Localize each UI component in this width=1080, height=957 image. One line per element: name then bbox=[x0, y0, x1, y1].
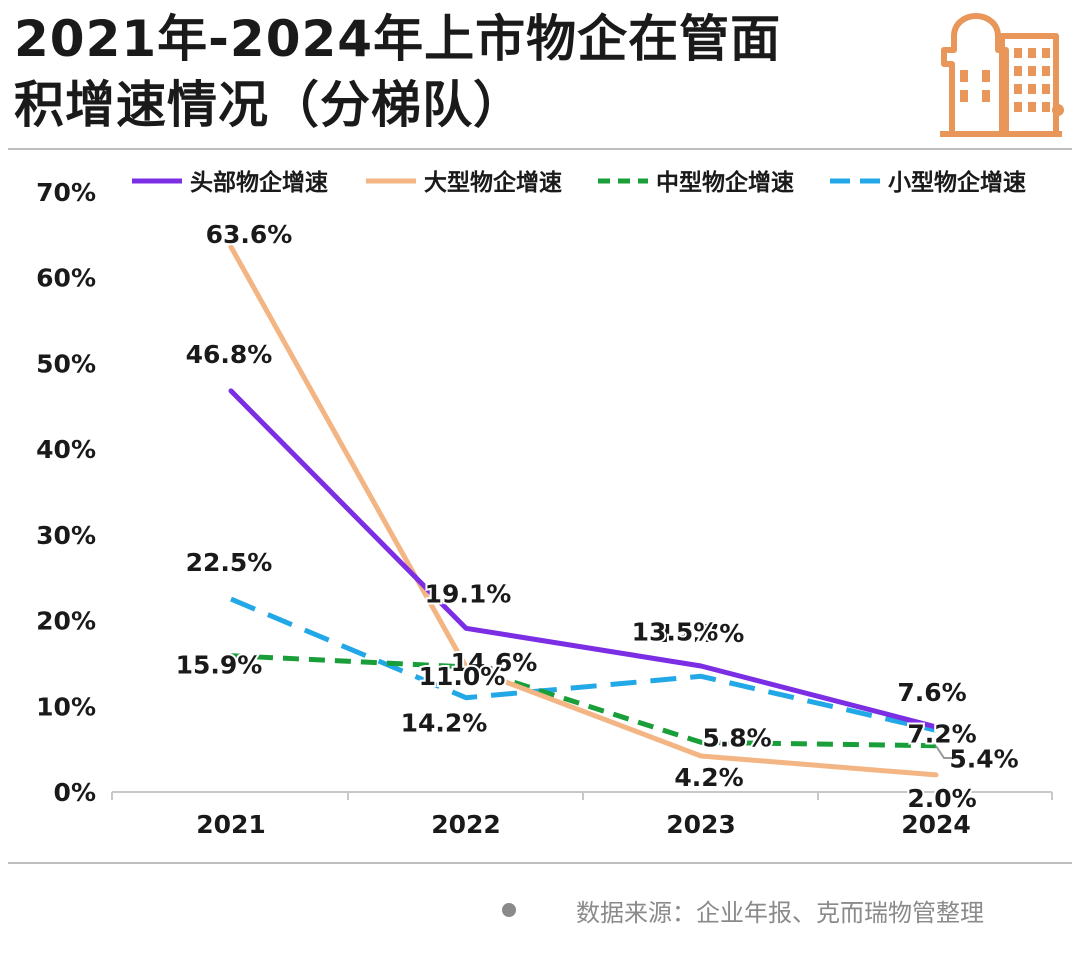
data-label-head: 19.1% bbox=[425, 579, 512, 608]
source-note: 数据来源：企业年报、克而瑞物管整理 bbox=[502, 892, 984, 928]
series-line-head bbox=[228, 388, 939, 730]
x-tick-label: 2023 bbox=[666, 810, 736, 839]
y-tick-label: 40% bbox=[36, 435, 96, 464]
data-label-large: 2.0% bbox=[907, 784, 976, 813]
data-label-head: 7.6% bbox=[897, 678, 966, 707]
data-label-medium: 5.8% bbox=[702, 723, 771, 752]
data-label-large: 14.6% bbox=[451, 648, 538, 677]
y-tick-label: 10% bbox=[36, 692, 96, 721]
bullet-icon bbox=[502, 903, 516, 917]
data-label-medium: 5.4% bbox=[949, 745, 1018, 774]
series-lines bbox=[228, 244, 939, 778]
y-tick-label: 70% bbox=[36, 178, 96, 207]
y-tick-label: 0% bbox=[54, 778, 96, 807]
data-label-medium: 11.0% bbox=[419, 662, 506, 691]
y-tick-label: 60% bbox=[36, 264, 96, 293]
x-tick-label: 2021 bbox=[196, 810, 266, 839]
legend-label-head: 头部物企增速 bbox=[190, 169, 328, 196]
legend-label-small: 小型物企增速 bbox=[888, 169, 1026, 196]
source-text: 数据来源：企业年报、克而瑞物管整理 bbox=[576, 898, 984, 927]
data-label-large: 4.2% bbox=[674, 763, 743, 792]
chart-title: 2021年-2024年上市物企在管面 积增速情况（分梯队） bbox=[14, 6, 914, 138]
series-line-medium bbox=[230, 653, 937, 749]
data-label-small: 14.2% bbox=[401, 709, 488, 738]
building-icon bbox=[940, 13, 1064, 137]
data-label-small: 7.2% bbox=[907, 719, 976, 748]
title-line-2: 积增速情况（分梯队） bbox=[14, 76, 524, 134]
title-line-1: 2021年-2024年上市物企在管面 bbox=[14, 10, 782, 68]
data-label-small: 13.5% bbox=[632, 617, 719, 646]
x-axis: 2021 2022 2023 2024 bbox=[111, 791, 1053, 839]
y-tick-label: 20% bbox=[36, 607, 96, 636]
legend-label-large: 大型物企增速 bbox=[424, 169, 562, 196]
x-tick-label: 2024 bbox=[901, 810, 971, 839]
y-axis: 0% 10% 20% 30% 40% 50% 60% 70% bbox=[36, 178, 96, 807]
series-line-large bbox=[228, 244, 939, 778]
top-divider bbox=[8, 148, 1072, 150]
x-tick-label: 2022 bbox=[431, 810, 501, 839]
series-line-small bbox=[230, 596, 937, 733]
data-labels: 46.8% 19.1% 14.7% 7.6% 63.6% 14.6% 4.2% 2.0% 15.… bbox=[174, 218, 1021, 815]
data-label-head: 46.8% bbox=[186, 340, 273, 369]
y-tick-label: 50% bbox=[36, 349, 96, 378]
y-tick-label: 30% bbox=[36, 521, 96, 550]
data-label-medium: 15.9% bbox=[176, 651, 263, 680]
data-label-head: 14.7% bbox=[658, 619, 745, 648]
legend: 头部物企增速 大型物企增速 中型物企增速 小型物企增速 bbox=[132, 169, 1026, 196]
bottom-divider bbox=[8, 862, 1072, 864]
legend-label-medium: 中型物企增速 bbox=[656, 169, 794, 196]
label-leader-line bbox=[935, 745, 952, 759]
data-label-small: 22.5% bbox=[186, 548, 273, 577]
data-label-large: 63.6% bbox=[206, 220, 293, 249]
